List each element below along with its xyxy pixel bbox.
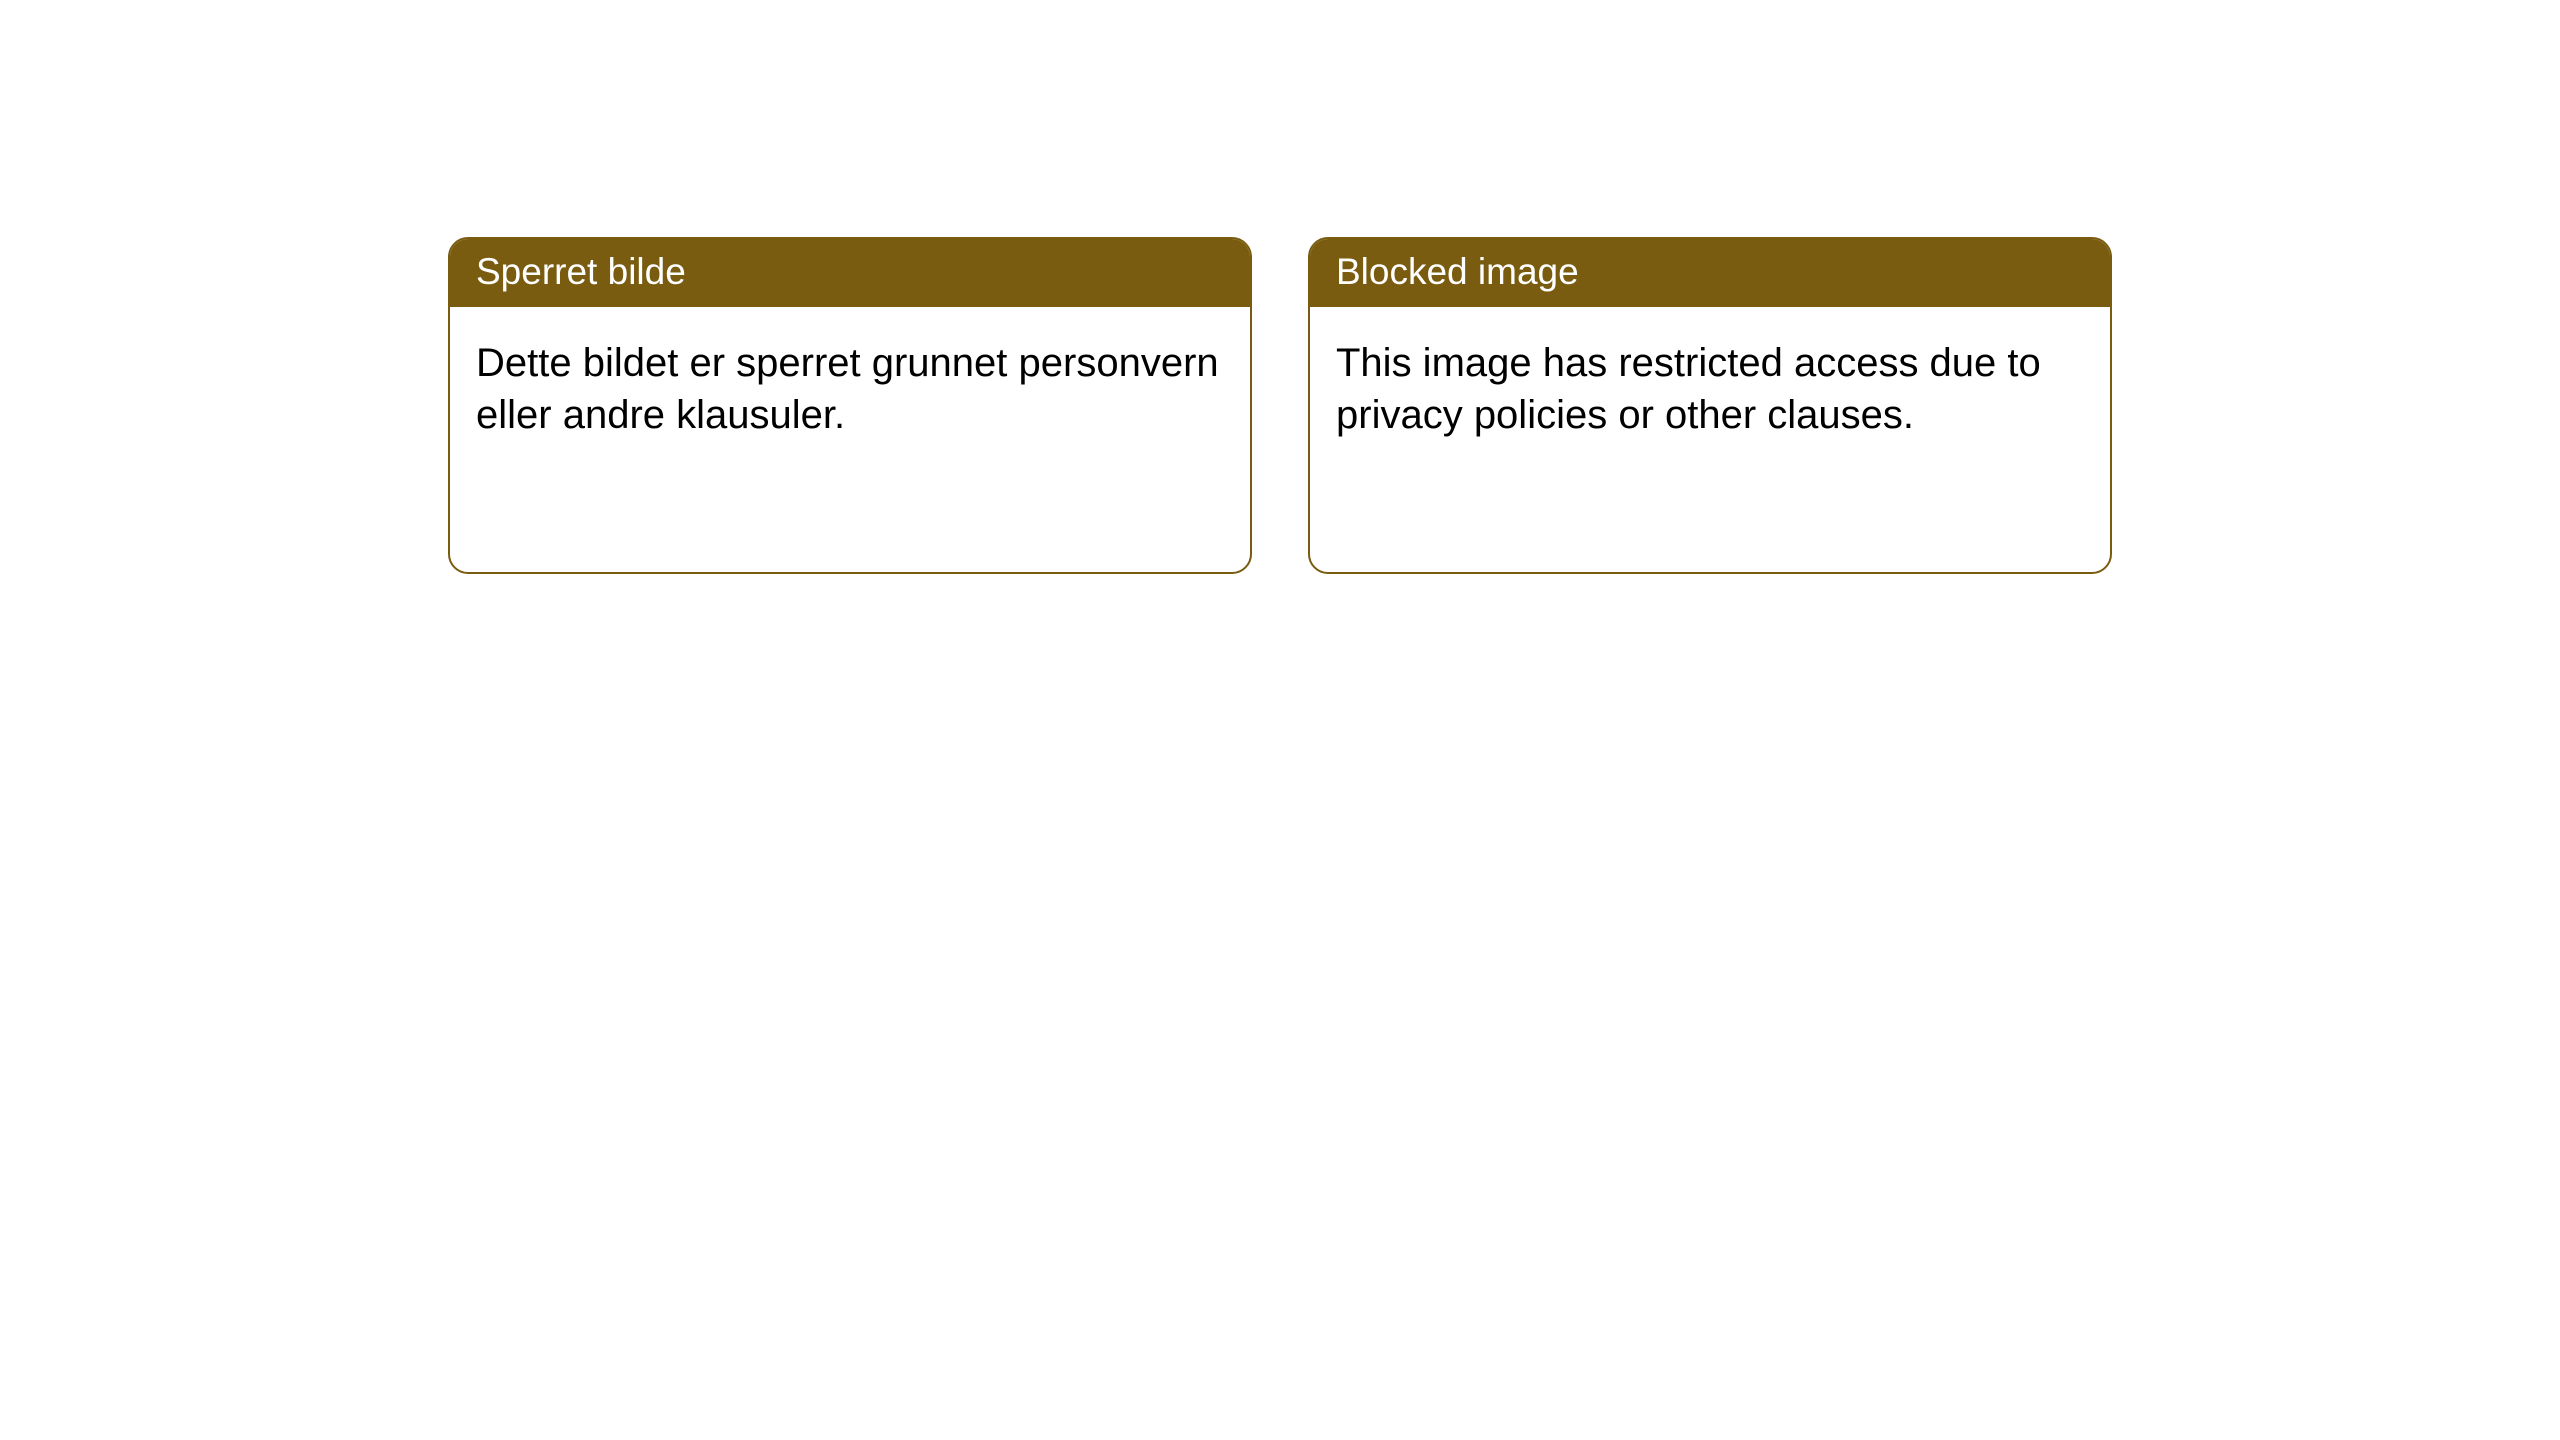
blocked-image-card-en: Blocked image This image has restricted … [1308,237,2112,574]
card-header: Sperret bilde [450,239,1250,307]
card-container: Sperret bilde Dette bildet er sperret gr… [0,0,2560,574]
blocked-image-card-no: Sperret bilde Dette bildet er sperret gr… [448,237,1252,574]
card-body: This image has restricted access due to … [1310,307,2110,471]
card-header: Blocked image [1310,239,2110,307]
card-body: Dette bildet er sperret grunnet personve… [450,307,1250,471]
